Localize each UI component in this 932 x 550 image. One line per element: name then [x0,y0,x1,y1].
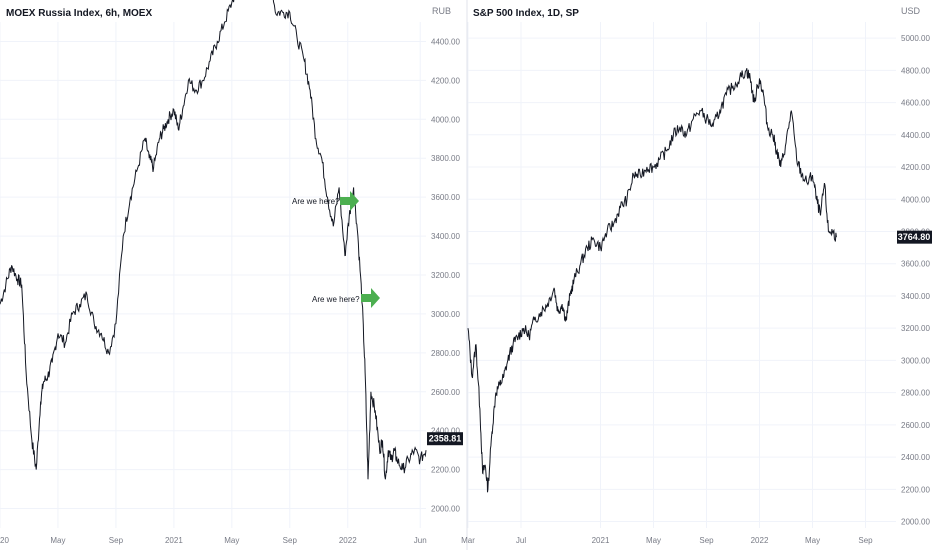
x-tick-label: Mar [461,536,475,545]
y-tick-label: 2800.00 [431,349,460,358]
y-tick-label: 3800.00 [431,154,460,163]
x-tick-label: Jun [414,536,427,545]
moex-price-axis[interactable]: 2000.00 2200.00 2400.00 2600.00 2800.00 3000.… [431,37,460,513]
x-tick-label: 2020 [0,536,9,545]
annotation-2: Are we here? [312,288,380,308]
moex-currency-label: RUB [432,6,451,16]
y-tick-label: 5000.00 [901,34,930,43]
x-tick-label: May [805,536,820,545]
green-arrow-icon [361,288,380,308]
y-tick-label: 2200.00 [901,485,930,494]
y-tick-label: 4400.00 [431,37,460,46]
moex-chart[interactable]: MOEX Russia Index, 6h, MOEX RUB 2000.002… [0,0,463,545]
x-tick-label: 2022 [339,536,357,545]
x-tick-label: May [224,536,239,545]
y-tick-label: 4400.00 [901,131,930,140]
spx-chart-title: S&P 500 Index, 1D, SP [473,8,579,19]
y-tick-label: 3600.00 [901,260,930,269]
y-tick-label: 4000.00 [431,115,460,124]
spx-chart[interactable]: S&P 500 Index, 1D, SP USD 2000.00 2200.00… [461,6,932,545]
moex-last-price-tag: 2358.81 [427,432,463,446]
annotation-1: Are we here? [292,191,359,211]
x-tick-label: Jul [516,536,526,545]
y-tick-label: 4200.00 [901,163,930,172]
y-tick-label: 4200.00 [431,76,460,85]
y-tick-label: 4600.00 [901,99,930,108]
y-tick-label: 2000.00 [901,518,930,527]
annotation-1-text: Are we here? [292,197,340,206]
y-tick-label: 2800.00 [901,389,930,398]
x-tick-label: 2022 [751,536,769,545]
y-tick-label: 2400.00 [901,453,930,462]
y-tick-label: 2000.00 [431,505,460,514]
y-tick-label: 3000.00 [901,356,930,365]
moex-time-axis[interactable]: 2020 May Sep 2021 May Sep 2022 Jun [0,536,427,545]
y-tick-label: 2600.00 [901,421,930,430]
y-tick-label: 4000.00 [901,195,930,204]
x-tick-label: Sep [283,536,298,545]
x-tick-label: Sep [699,536,714,545]
x-tick-label: May [50,536,65,545]
y-tick-label: 2400.00 [431,427,460,436]
x-tick-label: May [646,536,661,545]
spx-last-price-tag: 3764.80 [897,230,932,244]
x-tick-label: Sep [858,536,873,545]
x-tick-label: Sep [109,536,124,545]
y-tick-label: 3400.00 [901,292,930,301]
y-tick-label: 4800.00 [901,66,930,75]
y-tick-label: 3000.00 [431,310,460,319]
moex-chart-title: MOEX Russia Index, 6h, MOEX [6,8,152,19]
moex-grid [0,22,426,528]
y-tick-label: 2600.00 [431,388,460,397]
y-tick-label: 3400.00 [431,232,460,241]
green-arrow-icon [340,191,359,211]
y-tick-label: 3600.00 [431,193,460,202]
x-tick-label: 2021 [165,536,183,545]
y-tick-label: 3200.00 [431,271,460,280]
spx-price-line [467,68,837,493]
moex-price-line [0,0,427,480]
svg-text:2358.81: 2358.81 [429,434,462,444]
spx-currency-label: USD [901,6,921,16]
y-tick-label: 2200.00 [431,466,460,475]
spx-grid [467,22,896,528]
x-tick-label: 2021 [592,536,610,545]
svg-text:3764.80: 3764.80 [898,232,931,242]
annotation-2-text: Are we here? [312,295,360,304]
spx-time-axis[interactable]: Mar Jul 2021 May Sep 2022 May Sep [461,536,873,545]
y-tick-label: 3200.00 [901,324,930,333]
spx-price-axis[interactable]: 2000.00 2200.00 2400.00 2600.00 2800.00 3000.… [901,34,930,526]
